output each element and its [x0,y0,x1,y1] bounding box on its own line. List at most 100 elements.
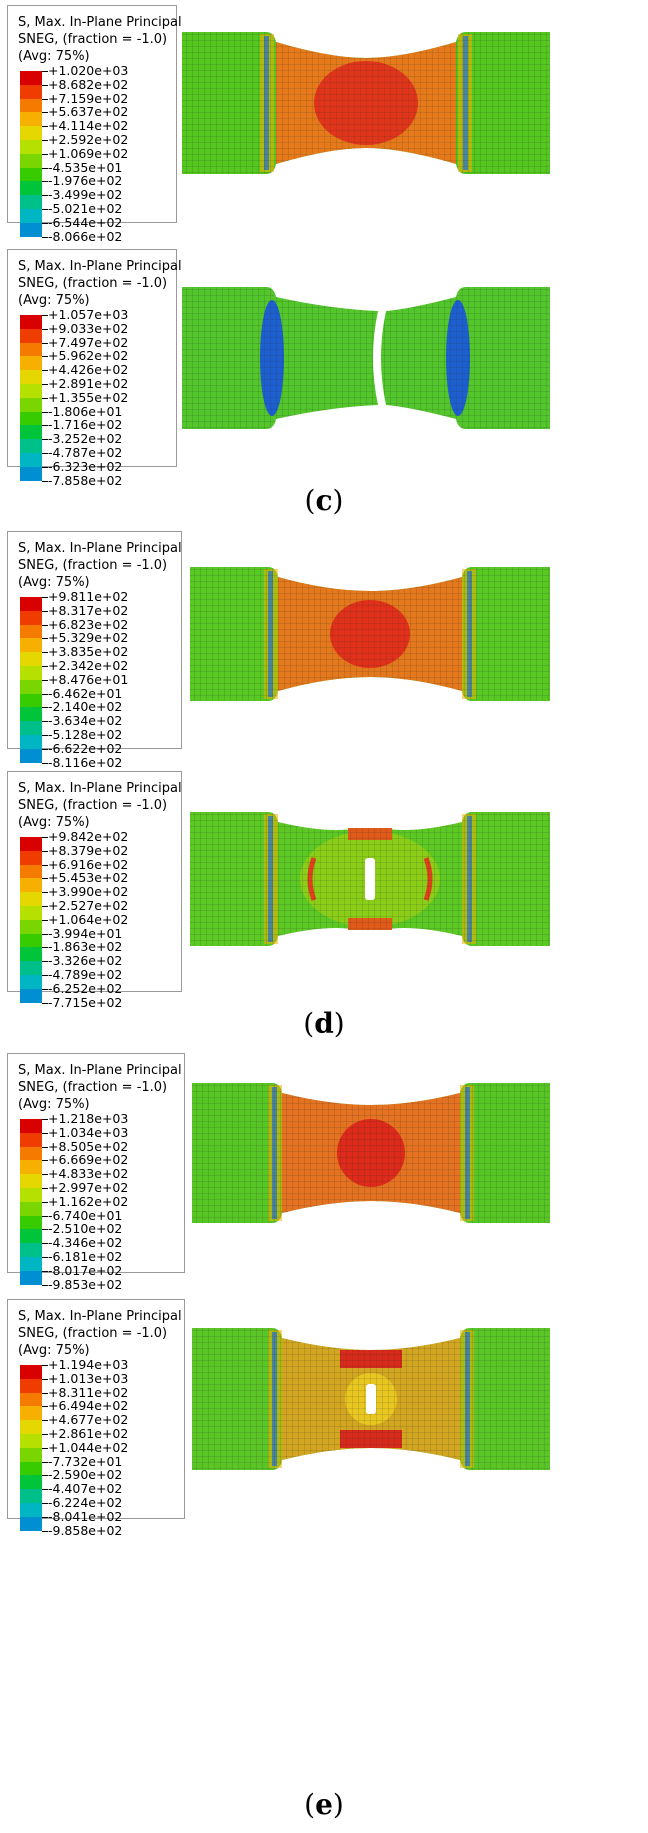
legend-color-swatch [20,1502,42,1517]
legend-value: +2.342e+02 [48,658,129,673]
legend-value: -6.252e+02 [48,980,123,996]
legend-tick [42,906,48,907]
legend-value: -5.021e+02 [48,201,123,216]
legend-value: +8.311e+02 [48,1384,129,1400]
legend-tick [42,1503,48,1504]
legend-color-swatch [20,208,42,223]
legend-title-line: S, Max. In-Plane Principal [18,15,182,30]
legend-value: +8.476e+01 [48,671,129,687]
legend-tick [42,1160,48,1162]
legend-value: +1.218e+03 [48,1111,129,1126]
legend-tick [42,597,48,598]
legend-tick [42,1215,48,1217]
legend-value: -6.622e+02 [48,740,123,756]
legend-tick [42,762,48,764]
legend-tick [42,71,48,72]
legend-title-line: (Avg: 75%) [18,575,90,590]
legend-color-scale [20,1119,42,1285]
legend-tick [42,707,48,709]
fem-contour-intact-d [190,567,550,701]
legend-color-scale [20,1365,42,1531]
legend-color-swatch [20,1447,42,1462]
legend-color-swatch [20,1243,42,1257]
legend-color-swatch [20,71,42,85]
fem-contour-cracked-e [192,1328,550,1470]
legend-value: +6.669e+02 [48,1152,129,1168]
legend-value: -6.740e+01 [48,1207,123,1223]
legend-color-swatch [20,947,42,962]
legend-tick [42,735,48,736]
legend-color-swatch [20,1270,42,1285]
legend-title-line: (Avg: 75%) [18,815,90,830]
legend-title-line: SNEG, (fraction = -1.0) [18,1326,168,1341]
legend-value: -2.590e+02 [48,1467,123,1483]
legend-color-swatch [20,961,42,975]
legend-color-swatch [20,1146,42,1161]
legend-panel-2: S, Max. In-Plane Principal SNEG, (fractio… [7,249,182,487]
legend-tick [42,153,48,155]
legend-color-swatch [20,315,42,329]
legend-color-swatch [20,222,42,237]
legend-color-swatch [20,452,42,467]
legend-tick [42,1461,48,1463]
legend-value: -5.128e+02 [48,727,123,742]
legend-color-swatch [20,98,42,113]
legend-color-scale [20,597,42,763]
legend-tick [42,666,48,667]
legend-tick [42,1392,48,1394]
legend-color-swatch [20,1392,42,1407]
legend-value: +1.013e+03 [48,1370,129,1386]
caption-e: (e) [304,1788,344,1821]
legend-value: +6.916e+02 [48,856,129,872]
legend-color-swatch [20,167,42,182]
caption-c: (c) [304,484,344,517]
legend-value: -6.462e+01 [48,685,123,701]
legend-color-swatch [20,139,42,154]
legend-value: +1.162e+02 [48,1193,129,1209]
legend-value: +6.494e+02 [48,1398,129,1414]
legend-tick [42,933,48,935]
legend-value: -3.634e+02 [48,713,123,729]
legend-tick [42,850,48,852]
legend-value: -8.041e+02 [48,1508,123,1524]
legend-value: -8.017e+02 [48,1262,123,1278]
legend-title-line: S, Max. In-Plane Principal [18,259,182,274]
legend-tick [42,947,48,949]
legend-value: -7.858e+02 [48,472,123,488]
legend-value: +1.034e+03 [48,1124,129,1140]
legend-title-line: (Avg: 75%) [18,49,90,64]
legend-value: -6.544e+02 [48,214,123,230]
legend-color-swatch [20,195,42,209]
legend-tick [42,1132,48,1134]
legend-color-swatch [20,748,42,763]
legend-color-scale [20,837,42,1003]
legend-panel-5: S, Max. In-Plane Principal SNEG, (fractio… [7,1053,185,1291]
legend-tick [42,222,48,224]
legend-value: +9.811e+02 [48,589,129,604]
legend-tick [42,1174,48,1176]
legend-color-swatch [20,1256,42,1271]
legend-tick [42,439,48,441]
legend-value: +1.064e+02 [48,911,129,927]
legend-tick [42,425,48,427]
legend-value: +8.682e+02 [48,76,129,92]
legend-title-line: (Avg: 75%) [18,1097,90,1112]
legend-title-line: S, Max. In-Plane Principal [18,1309,182,1324]
legend-tick [42,1146,48,1148]
legend-value: +2.997e+02 [48,1180,129,1195]
legend-value: -4.535e+01 [48,159,123,175]
legend-value: -3.994e+01 [48,925,123,941]
legend-value: +8.505e+02 [48,1138,129,1154]
legend-value: -6.224e+02 [48,1495,123,1510]
legend-color-swatch [20,1229,42,1244]
legend-color-swatch [20,707,42,722]
legend-tick [42,721,48,723]
legend-value: +2.527e+02 [48,898,129,913]
legend-color-scale [20,315,42,481]
legend-color-swatch [20,1160,42,1175]
legend-color-swatch [20,370,42,384]
legend-value: +3.835e+02 [48,644,129,660]
legend-tick [42,919,48,921]
legend-tick [42,864,48,866]
legend-value: -3.499e+02 [48,187,123,203]
